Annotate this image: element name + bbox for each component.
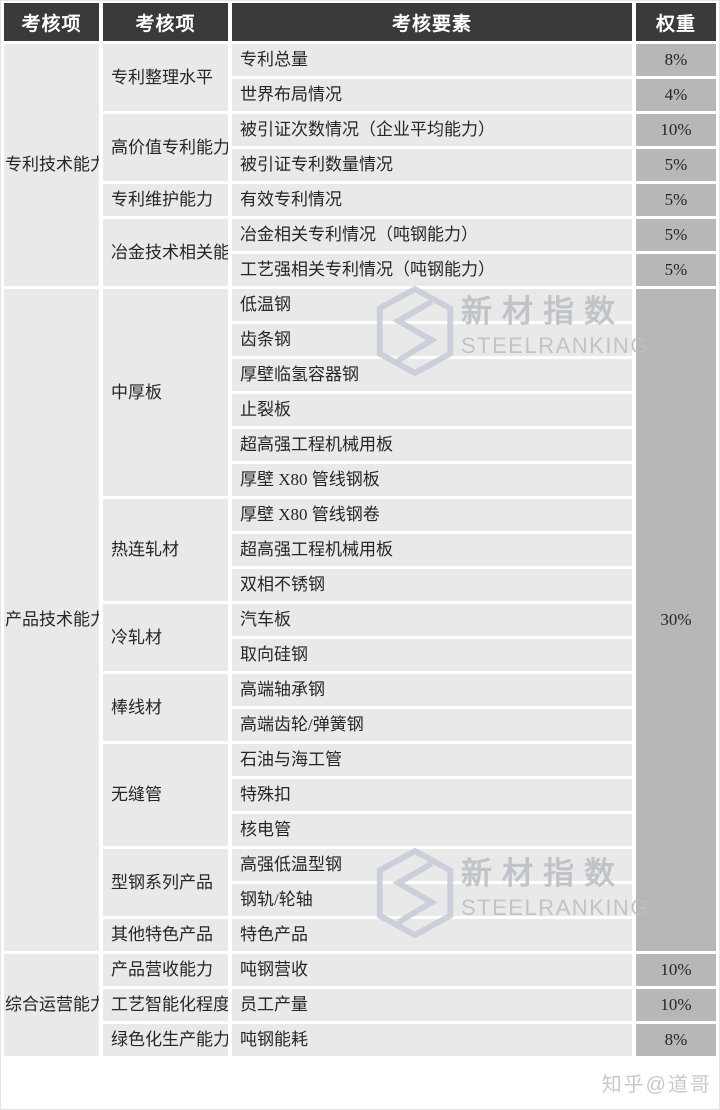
element-cell: 世界布局情况 <box>232 79 632 111</box>
table-row: 冷轧材 汽车板 <box>4 604 716 671</box>
zhihu-credit-watermark: 知乎@道哥 <box>601 1074 712 1096</box>
weight-cell-merged: 30% <box>636 289 716 951</box>
element-cell: 高端轴承钢 <box>232 674 632 706</box>
table-row: 止裂板 <box>4 394 716 426</box>
table-row: 工艺智能化程度 员工产量 10% <box>4 989 716 1021</box>
header-cell-weight: 权重 <box>636 3 716 41</box>
element-cell: 被引证次数情况（企业平均能力） <box>232 114 632 146</box>
element-cell: 特殊扣 <box>232 779 632 811</box>
weight-cell: 10% <box>636 989 716 1021</box>
subitem-cell: 无缝管 <box>103 744 228 846</box>
table-row: 超高强工程机械用板 <box>4 534 716 566</box>
subitem-cell: 工艺智能化程度 <box>103 989 228 1021</box>
element-cell: 工艺强相关专利情况（吨钢能力） <box>232 254 632 286</box>
table-row: 核电管 <box>4 814 716 846</box>
table-row: 其他特色产品 特色产品 <box>4 919 716 951</box>
element-cell: 有效专利情况 <box>232 184 632 216</box>
element-cell: 取向硅钢 <box>232 639 632 671</box>
table-row: 专利技术能力 专利整理水平 专利总量 8% <box>4 44 716 286</box>
element-cell: 超高强工程机械用板 <box>232 534 632 566</box>
subitem-cell: 高价值专利能力 <box>103 114 228 181</box>
table-row: 无缝管 石油与海工管 <box>4 744 716 846</box>
table-row: 特殊扣 <box>4 779 716 811</box>
element-cell: 齿条钢 <box>232 324 632 356</box>
element-cell: 冶金相关专利情况（吨钢能力） <box>232 219 632 251</box>
table-row: 冶金技术相关能力 冶金相关专利情况（吨钢能力） 5% <box>4 219 716 286</box>
element-cell: 核电管 <box>232 814 632 846</box>
header-row: 考核项 考核项 考核要素 权重 <box>4 3 716 41</box>
subitem-cell: 中厚板 <box>103 289 228 496</box>
table-row: 产品技术能力 中厚板 低温钢 30% <box>4 289 716 951</box>
header-cell-subcategory: 考核项 <box>103 3 228 41</box>
weight-cell: 4% <box>636 79 716 111</box>
subitem-cell: 热连轧材 <box>103 499 228 601</box>
element-cell: 汽车板 <box>232 604 632 636</box>
table-row: 工艺强相关专利情况（吨钢能力） 5% <box>4 254 716 286</box>
element-cell: 吨钢能耗 <box>232 1024 632 1056</box>
element-cell: 超高强工程机械用板 <box>232 429 632 461</box>
weight-cell: 5% <box>636 149 716 181</box>
subitem-cell: 其他特色产品 <box>103 919 228 951</box>
weight-cell: 10% <box>636 114 716 146</box>
subitem-cell: 产品营收能力 <box>103 954 228 986</box>
table-row: 取向硅钢 <box>4 639 716 671</box>
weight-cell: 10% <box>636 954 716 986</box>
subitem-cell: 冶金技术相关能力 <box>103 219 228 286</box>
subitem-cell: 绿色化生产能力 <box>103 1024 228 1056</box>
element-cell: 厚壁 X80 管线钢卷 <box>232 499 632 531</box>
table-row: 棒线材 高端轴承钢 <box>4 674 716 741</box>
element-cell: 厚壁临氢容器钢 <box>232 359 632 391</box>
element-cell: 低温钢 <box>232 289 632 321</box>
table-row: 专利维护能力 有效专利情况 5% <box>4 184 716 216</box>
table-row: 综合运营能力 产品营收能力 吨钢营收 10% <box>4 954 716 1056</box>
table-row: 型钢系列产品 高强低温型钢 <box>4 849 716 916</box>
element-cell: 高强低温型钢 <box>232 849 632 881</box>
element-cell: 被引证专利数量情况 <box>232 149 632 181</box>
element-cell: 止裂板 <box>232 394 632 426</box>
element-cell: 高端齿轮/弹簧钢 <box>232 709 632 741</box>
subitem-cell: 型钢系列产品 <box>103 849 228 916</box>
weight-cell: 5% <box>636 254 716 286</box>
table-row: 双相不锈钢 <box>4 569 716 601</box>
weight-cell: 5% <box>636 184 716 216</box>
header-cell-element: 考核要素 <box>232 3 632 41</box>
subitem-cell: 棒线材 <box>103 674 228 741</box>
group-cell-patent: 专利技术能力 <box>4 44 99 286</box>
table-row: 高价值专利能力 被引证次数情况（企业平均能力） 10% <box>4 114 716 181</box>
element-cell: 石油与海工管 <box>232 744 632 776</box>
group-cell-product: 产品技术能力 <box>4 289 99 951</box>
element-cell: 厚壁 X80 管线钢板 <box>232 464 632 496</box>
element-cell: 专利总量 <box>232 44 632 76</box>
weight-cell: 5% <box>636 219 716 251</box>
table-row: 世界布局情况 4% <box>4 79 716 111</box>
element-cell: 员工产量 <box>232 989 632 1021</box>
header-cell-category: 考核项 <box>4 3 99 41</box>
table-row: 高端齿轮/弹簧钢 <box>4 709 716 741</box>
table-row: 绿色化生产能力 吨钢能耗 8% <box>4 1024 716 1056</box>
weight-cell: 8% <box>636 1024 716 1056</box>
assessment-table: 考核项 考核项 考核要素 权重 专利技术能力 专利整理水平 专利总量 8% 世界… <box>4 3 716 1056</box>
element-cell: 吨钢营收 <box>232 954 632 986</box>
element-cell: 特色产品 <box>232 919 632 951</box>
table-row: 超高强工程机械用板 <box>4 429 716 461</box>
table-row: 厚壁 X80 管线钢板 <box>4 464 716 496</box>
element-cell: 双相不锈钢 <box>232 569 632 601</box>
table-row: 被引证专利数量情况 5% <box>4 149 716 181</box>
subitem-cell: 专利维护能力 <box>103 184 228 216</box>
group-cell-operations: 综合运营能力 <box>4 954 99 1056</box>
table-row: 热连轧材 厚壁 X80 管线钢卷 <box>4 499 716 601</box>
subitem-cell: 冷轧材 <box>103 604 228 671</box>
element-cell: 钢轨/轮轴 <box>232 884 632 916</box>
subitem-cell: 专利整理水平 <box>103 44 228 111</box>
weight-cell: 8% <box>636 44 716 76</box>
